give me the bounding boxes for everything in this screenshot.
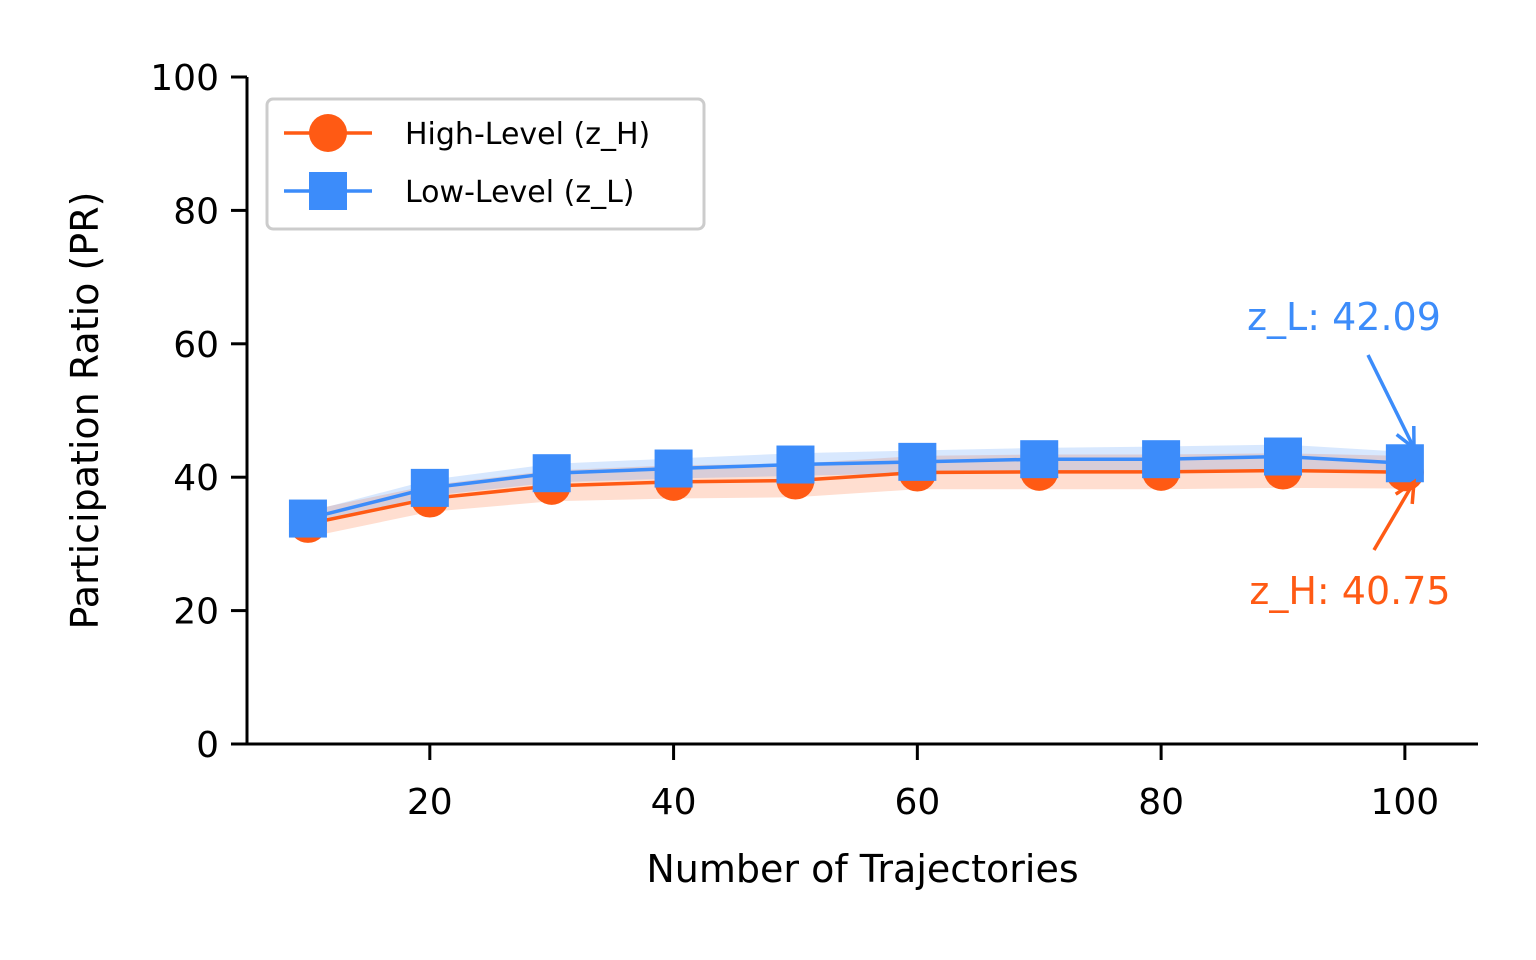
marker-series-1-point-9 — [1385, 444, 1424, 483]
x-tick-label-2: 60 — [894, 782, 940, 823]
marker-series-1-point-3 — [654, 449, 693, 488]
legend: High-Level (z_H) Low-Level (z_L) — [265, 97, 706, 231]
axes: 0 20 40 60 80 100 20 40 60 80 100 Number of Traject… — [63, 58, 1478, 891]
legend-label-0: High-Level (z_H) — [405, 117, 650, 152]
band-series-1 — [307, 444, 1405, 526]
y-tick-label-4: 80 — [173, 191, 219, 232]
marker-series-1-point-8 — [1263, 437, 1302, 476]
line-series-0 — [307, 468, 1405, 526]
annotations: z_L: 42.09 z_H: 40.75 — [1247, 295, 1451, 613]
line-series-1 — [307, 454, 1405, 521]
annotation-label-0: z_L: 42.09 — [1247, 295, 1441, 339]
marker-series-1-point-4 — [776, 445, 815, 484]
marker-series-1-point-1 — [410, 468, 449, 507]
band-series-0 — [307, 453, 1405, 538]
marker-series-1-point-7 — [1142, 440, 1181, 479]
y-tick-label-3: 60 — [173, 325, 219, 366]
marker-series-1-point-0 — [288, 499, 327, 538]
x-tick-label-3: 80 — [1138, 782, 1184, 823]
legend-marker-0 — [309, 114, 347, 152]
x-tick-label-1: 40 — [651, 782, 697, 823]
annotation-arrow-0 — [1366, 354, 1416, 449]
annotation-arrowhead-1 — [1394, 478, 1417, 505]
confidence-bands — [307, 444, 1405, 538]
y-tick-label-5: 100 — [150, 58, 219, 99]
y-tick-label-2: 40 — [173, 458, 219, 499]
legend-marker-1 — [309, 172, 347, 210]
annotation-arrowhead-0 — [1395, 425, 1416, 452]
y-axis-label: Participation Ratio (PR) — [63, 192, 107, 630]
legend-label-1: Low-Level (z_L) — [405, 175, 635, 210]
annotation-label-1: z_H: 40.75 — [1249, 569, 1450, 613]
x-tick-label-4: 100 — [1371, 782, 1440, 823]
y-tick-label-0: 0 — [196, 725, 219, 766]
marker-series-1-point-6 — [1020, 440, 1059, 479]
annotation-arrow-1 — [1372, 481, 1416, 551]
x-tick-label-0: 20 — [407, 782, 453, 823]
y-tick-label-1: 20 — [173, 592, 219, 633]
series-markers — [288, 437, 1424, 543]
series-lines — [307, 454, 1405, 526]
marker-series-1-point-2 — [532, 454, 571, 493]
x-axis-label: Number of Trajectories — [646, 847, 1078, 891]
marker-series-1-point-5 — [898, 442, 937, 481]
legend-box — [265, 97, 706, 231]
